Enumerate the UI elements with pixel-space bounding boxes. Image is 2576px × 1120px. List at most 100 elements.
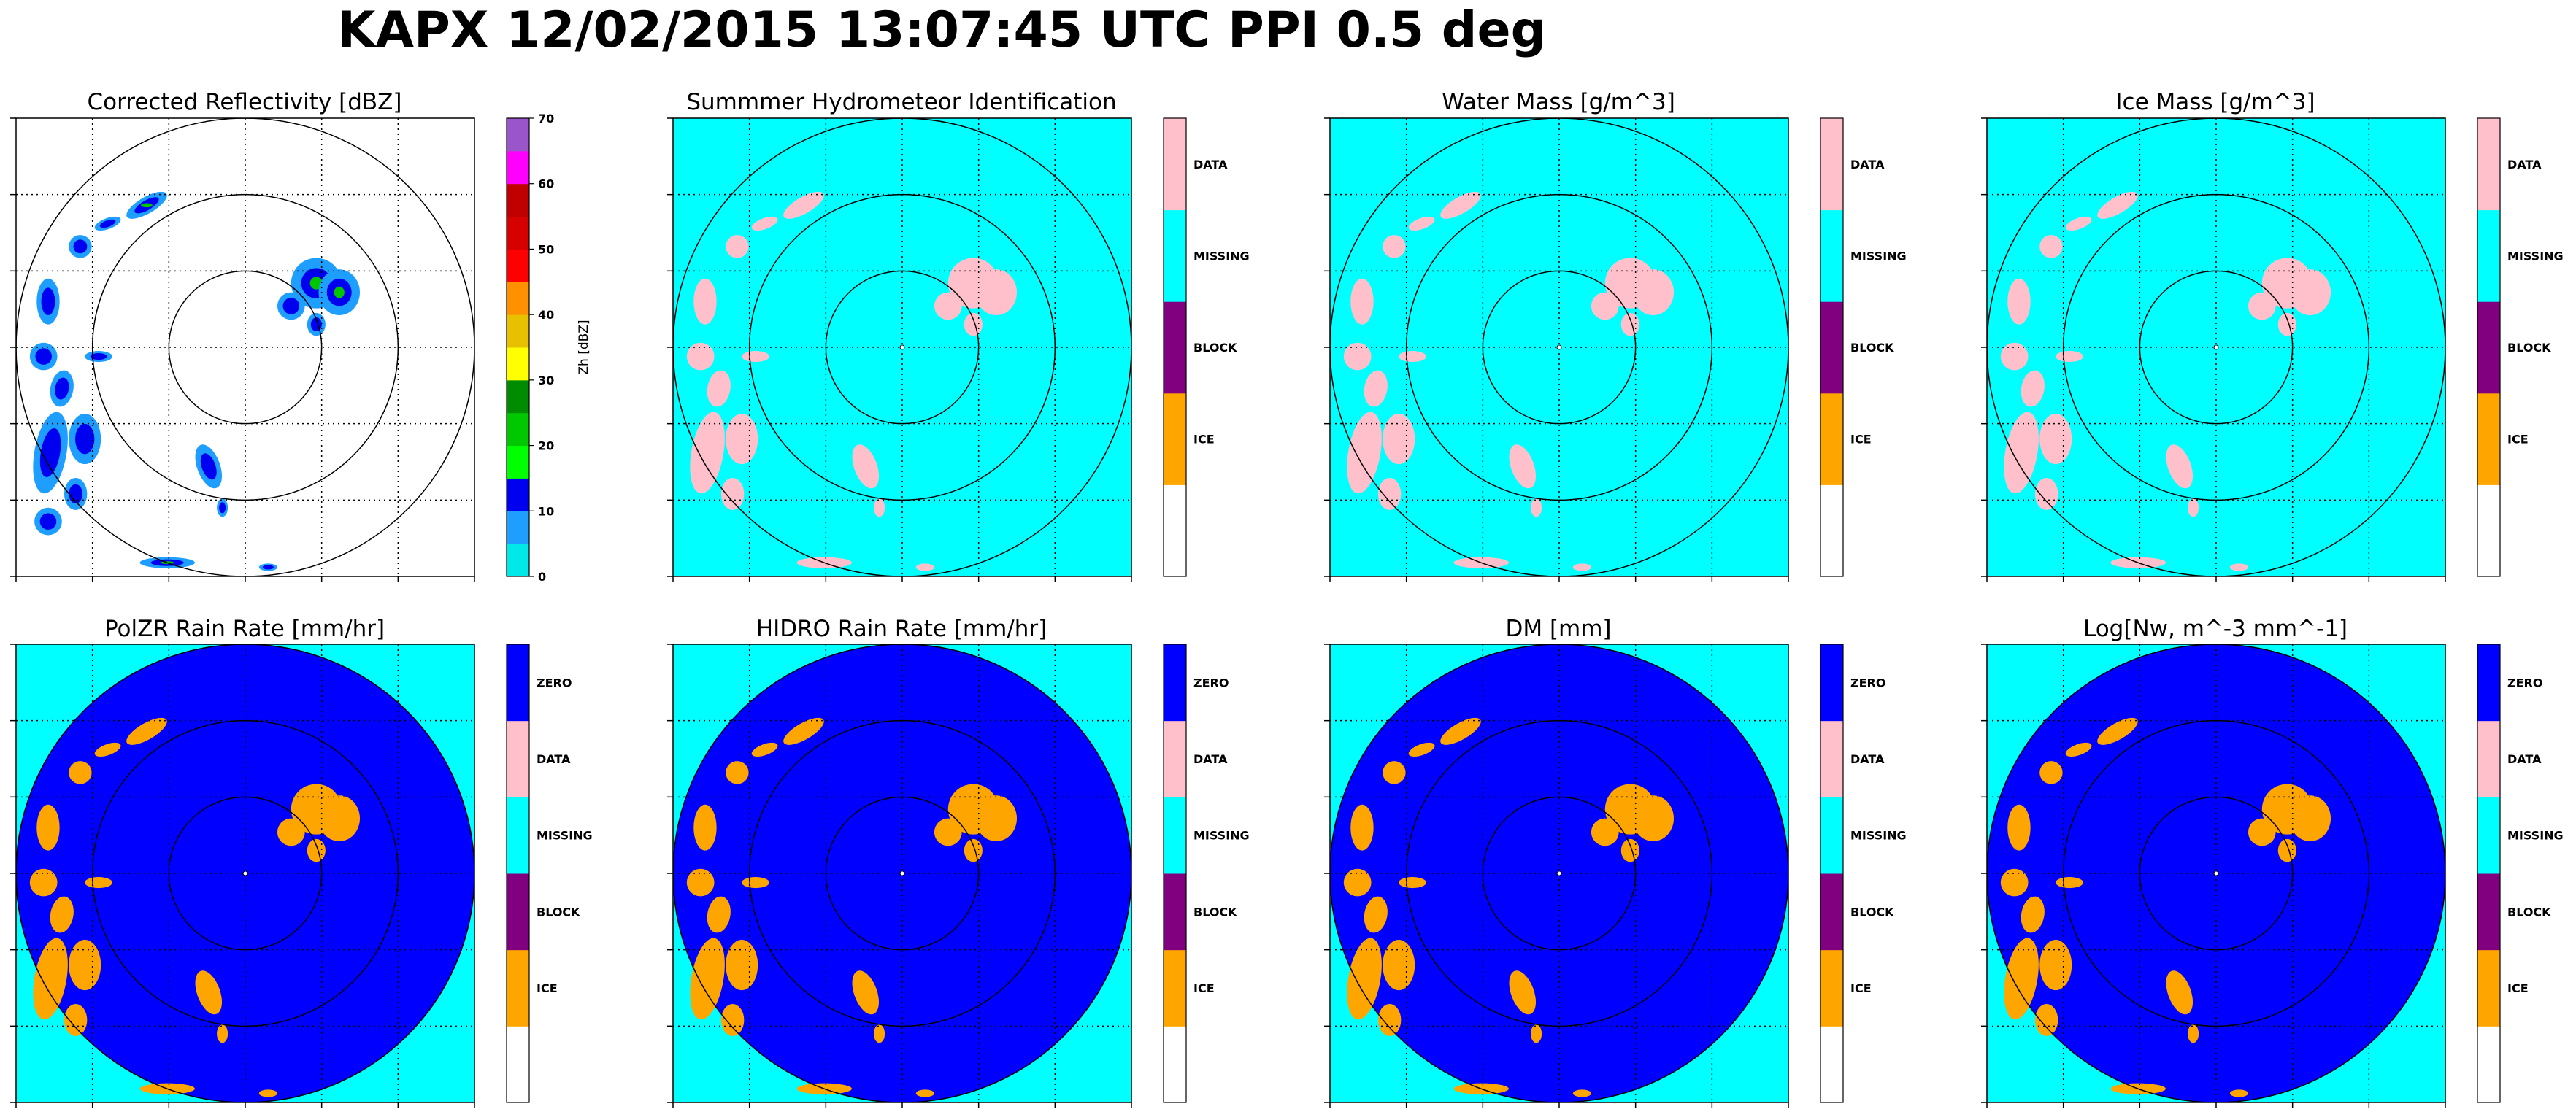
panel-polzr-rain-rate: PolZR Rain Rate [mm/hr] ICE BLOCK MISSING D… (0, 608, 620, 1120)
echo-region (2229, 1089, 2248, 1097)
echo-region (2229, 563, 2248, 571)
echo-region (975, 269, 1017, 316)
colorbar-category-label: DATA (1193, 158, 1228, 171)
echo-region (69, 761, 92, 784)
echo-core (200, 453, 217, 480)
echo-region (2000, 868, 2029, 897)
panel-title: HIDRO Rain Rate [mm/hr] (756, 616, 1047, 642)
echo-region (318, 795, 360, 842)
range-ring (168, 270, 323, 425)
echo-region (1377, 1003, 1402, 1036)
colorbar-segment (507, 379, 529, 414)
range-ring (748, 719, 1056, 1027)
radar-site-marker (899, 344, 905, 350)
echo-region (1350, 278, 1374, 325)
echo-region (29, 868, 58, 897)
colorbar-segment (1164, 209, 1186, 302)
panel-title: Water Mass [g/m^3] (1442, 89, 1675, 115)
colorbar-segment (507, 644, 529, 722)
colorbar-segment (507, 118, 529, 152)
colorbar-frame (1820, 117, 1844, 577)
range-ring (2062, 193, 2370, 501)
colorbar-category-label: DATA (1850, 752, 1885, 766)
echo-region (690, 938, 725, 1020)
colorbar-frame (1163, 117, 1187, 577)
echo-region (94, 742, 121, 757)
echo-region (2097, 191, 2138, 219)
echo-region (2034, 477, 2058, 510)
echo-region (1440, 191, 1481, 219)
colorbar-category-label: BLOCK (2507, 341, 2551, 355)
echo-region (742, 351, 769, 363)
colorbar-category-label: ICE (1850, 433, 1872, 447)
echo-region (126, 717, 167, 745)
echo-region (1347, 938, 1382, 1020)
colorbar-segment (1164, 873, 1186, 951)
colorbar-tick-label: 70 (538, 112, 554, 125)
colorbar-segment (507, 1026, 529, 1103)
colorbar-category-label: MISSING (1193, 829, 1250, 843)
echo-region (2004, 938, 2039, 1020)
colorbar-category-label: DATA (1850, 158, 1885, 171)
colorbar-category-label: BLOCK (1193, 341, 1237, 355)
echo-region (258, 1089, 277, 1097)
colorbar-segment (1164, 1026, 1186, 1103)
panel-dm: DM [mm] ICE BLOCK MISSING DATA ZERO (1314, 608, 1934, 1120)
echo-region (1364, 370, 1388, 407)
range-ring (1405, 719, 1713, 1027)
echo-region (2021, 370, 2045, 407)
colorbar-segment (507, 478, 529, 511)
colorbar-segment (1164, 118, 1186, 211)
echo-region (2007, 278, 2031, 325)
echo-region (934, 292, 962, 320)
colorbar-category-label: DATA (537, 752, 571, 766)
colorbar-segment (2477, 949, 2500, 1027)
colorbar-segment (1820, 393, 1843, 485)
echo-region (975, 795, 1017, 842)
water-mass-plot: ICE BLOCK MISSING DATA (1324, 117, 1907, 582)
colorbar-segment (507, 720, 529, 797)
echo-peak (141, 203, 153, 208)
colorbar-frame (1820, 644, 1844, 1103)
radar-site-marker (899, 870, 905, 876)
radar-site-marker (2213, 344, 2219, 350)
echo-region (85, 877, 112, 889)
polzr-rain-rate-plot: ICE BLOCK MISSING DATA ZERO (10, 644, 593, 1108)
panel-log-nw: Log[Nw, m^-3 mm^-1] ICE BLOCK MISSING DATA Z… (1971, 608, 2576, 1120)
range-ring (748, 193, 1056, 501)
echo-region (2097, 717, 2138, 745)
colorbar-segment (1164, 644, 1186, 722)
echo-region (874, 498, 885, 517)
echo-region (1591, 818, 1619, 846)
colorbar-segment (507, 797, 529, 874)
echo-region (1509, 970, 1537, 1015)
panel-title: Log[Nw, m^-3 mm^-1] (2083, 616, 2348, 642)
colorbar-category-label: ICE (537, 981, 558, 995)
panel-title: Corrected Reflectivity [dBZ] (87, 89, 402, 115)
echo-core (41, 287, 55, 316)
echo-region (1509, 444, 1537, 489)
echo-core (39, 513, 57, 530)
echo-region (2000, 342, 2029, 371)
echo-region (2065, 216, 2092, 231)
colorbar-segment (1820, 301, 1843, 394)
plot-layer (673, 118, 1131, 576)
colorbar-segment (1820, 484, 1843, 577)
echo-region (50, 896, 74, 933)
echo-region (2056, 351, 2083, 363)
echo-region (852, 444, 880, 489)
panel-ice-mass: Ice Mass [g/m^3] ICE BLOCK MISSING DATA (1971, 80, 2576, 584)
colorbar-segment (2477, 484, 2500, 577)
colorbar-segment (1164, 720, 1186, 797)
echo-region (33, 938, 68, 1020)
colorbar-tick-label: 10 (538, 504, 554, 518)
radar-site-marker (2213, 870, 2219, 876)
colorbar-segment (1820, 644, 1843, 722)
hidro-rain-rate-plot: ICE BLOCK MISSING DATA ZERO (667, 644, 1250, 1108)
echo-core (75, 423, 95, 455)
echo-core (69, 484, 83, 504)
echo-region (686, 342, 715, 371)
colorbar-category-label: ZERO (1193, 676, 1229, 690)
echo-region (2277, 838, 2296, 862)
colorbar-segment (2477, 644, 2500, 722)
